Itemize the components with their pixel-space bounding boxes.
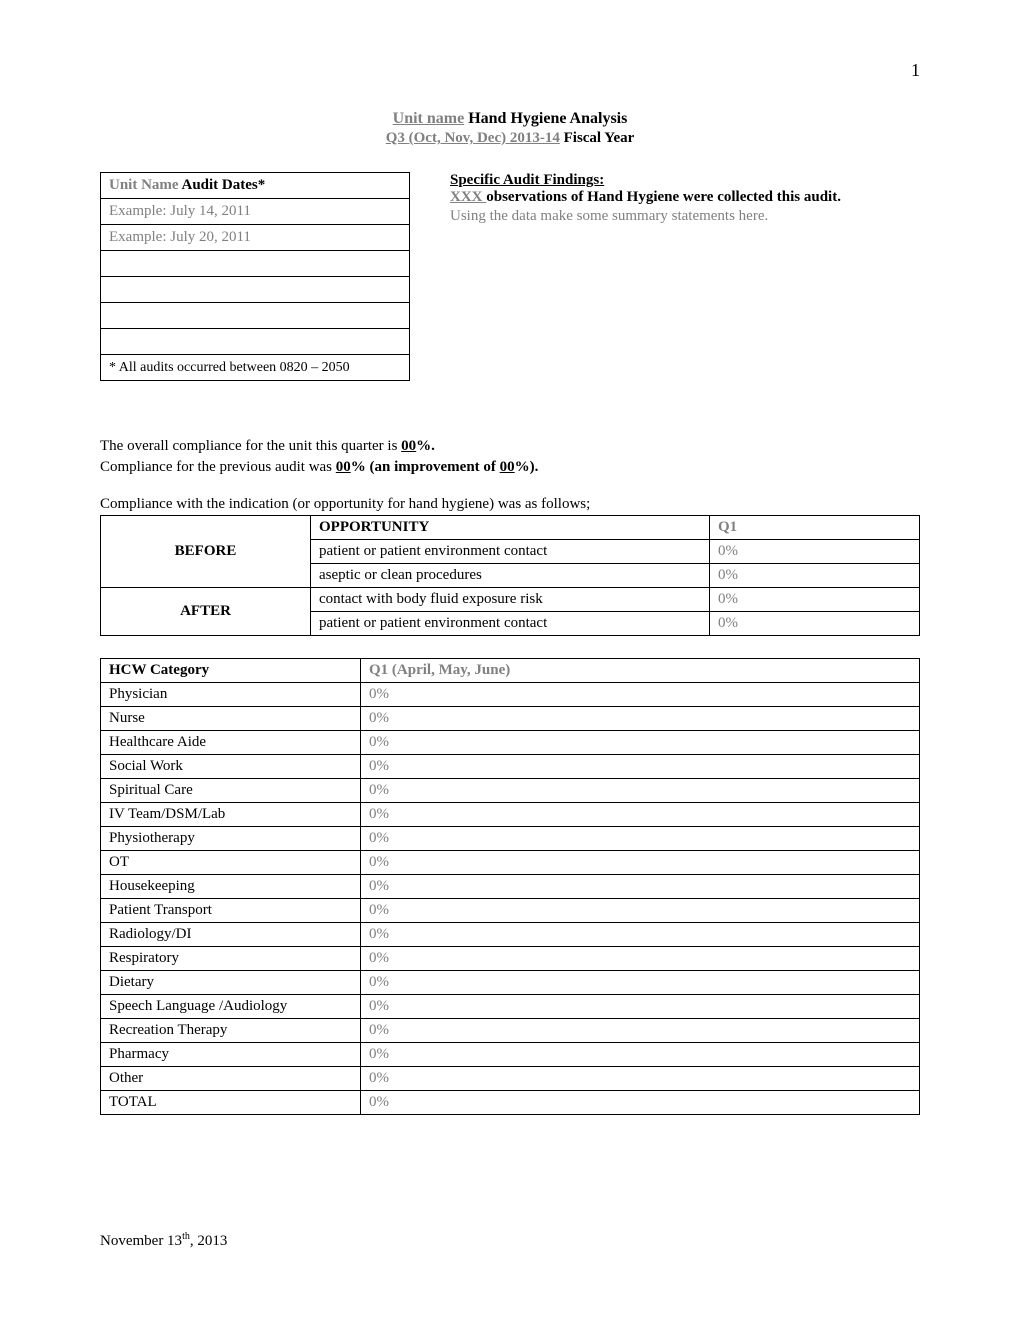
after-label: AFTER <box>101 588 311 636</box>
title-line-1: Unit name Hand Hygiene Analysis <box>100 110 920 128</box>
audit-date-row <box>101 277 410 303</box>
hcw-row-val: 0% <box>361 803 920 827</box>
opp-row-label: aseptic or clean procedures <box>311 564 710 588</box>
compliance-line-2: Compliance for the previous audit was 00… <box>100 457 920 478</box>
hcw-row-cat: IV Team/DSM/Lab <box>101 803 361 827</box>
hcw-row-cat: Pharmacy <box>101 1043 361 1067</box>
hcw-row-val: 0% <box>361 875 920 899</box>
audit-dates-header: Unit Name Audit Dates* <box>101 173 410 199</box>
opp-row-value: 0% <box>710 612 920 636</box>
hcw-row-val: 0% <box>361 731 920 755</box>
period-placeholder: Q3 (Oct, Nov, Dec) 2013-14 <box>386 130 560 146</box>
findings-block: Specific Audit Findings: XXX observation… <box>450 172 920 225</box>
hcw-table: HCW Category Q1 (April, May, June) Physi… <box>100 658 920 1115</box>
hcw-row-val: 0% <box>361 899 920 923</box>
audit-dates-footnote: * All audits occurred between 0820 – 205… <box>101 355 410 381</box>
opp-row-value: 0% <box>710 540 920 564</box>
period-suffix: Fiscal Year <box>560 130 634 146</box>
audit-date-row: Example: July 14, 2011 <box>101 199 410 225</box>
hcw-row-cat: Spiritual Care <box>101 779 361 803</box>
footer-date: November 13th, 2013 <box>100 1231 227 1250</box>
opp-row-value: 0% <box>710 588 920 612</box>
hcw-row-val: 0% <box>361 851 920 875</box>
audit-dates-table: Unit Name Audit Dates* Example: July 14,… <box>100 172 410 381</box>
opp-row-label: contact with body fluid exposure risk <box>311 588 710 612</box>
before-label: BEFORE <box>101 516 311 588</box>
hcw-row-val: 0% <box>361 1067 920 1091</box>
hcw-row-cat: Radiology/DI <box>101 923 361 947</box>
hcw-row-cat: OT <box>101 851 361 875</box>
hcw-row-cat: Other <box>101 1067 361 1091</box>
hcw-row-val: 0% <box>361 707 920 731</box>
hcw-row-cat: Physician <box>101 683 361 707</box>
hcw-row-cat: Patient Transport <box>101 899 361 923</box>
opp-row-value: 0% <box>710 564 920 588</box>
hcw-row-cat: Healthcare Aide <box>101 731 361 755</box>
hcw-row-val: 0% <box>361 1019 920 1043</box>
page-number: 1 <box>911 60 920 81</box>
opp-row-label: patient or patient environment contact <box>311 540 710 564</box>
opp-row-label: patient or patient environment contact <box>311 612 710 636</box>
hcw-row-val: 0% <box>361 1091 920 1115</box>
hcw-row-cat: Nurse <box>101 707 361 731</box>
audit-date-row <box>101 303 410 329</box>
title-block: Unit name Hand Hygiene Analysis Q3 (Oct,… <box>100 110 920 147</box>
findings-heading: Specific Audit Findings: <box>450 172 920 189</box>
hcw-row-val: 0% <box>361 947 920 971</box>
hcw-row-cat: Housekeeping <box>101 875 361 899</box>
hcw-row-cat: Social Work <box>101 755 361 779</box>
page: 1 Unit name Hand Hygiene Analysis Q3 (Oc… <box>0 0 1020 1155</box>
audit-date-row <box>101 251 410 277</box>
hcw-row-val: 0% <box>361 827 920 851</box>
hcw-row-val: 0% <box>361 995 920 1019</box>
hcw-q-header: Q1 (April, May, June) <box>361 659 920 683</box>
title-line-2: Q3 (Oct, Nov, Dec) 2013-14 Fiscal Year <box>100 130 920 147</box>
hcw-row-cat: Speech Language /Audiology <box>101 995 361 1019</box>
hcw-row-cat: Physiotherapy <box>101 827 361 851</box>
hcw-row-val: 0% <box>361 779 920 803</box>
hcw-row-val: 0% <box>361 683 920 707</box>
opportunity-table: BEFORE OPPORTUNITY Q1 patient or patient… <box>100 515 920 636</box>
audit-date-row <box>101 329 410 355</box>
compliance-line-1: The overall compliance for the unit this… <box>100 436 920 457</box>
compliance-block: The overall compliance for the unit this… <box>100 436 920 478</box>
findings-observations: XXX observations of Hand Hygiene were co… <box>450 189 920 206</box>
opportunity-header: OPPORTUNITY <box>311 516 710 540</box>
q-header: Q1 <box>710 516 920 540</box>
unit-name-placeholder: Unit name <box>393 110 465 127</box>
top-row: Unit Name Audit Dates* Example: July 14,… <box>100 172 920 381</box>
title-suffix: Hand Hygiene Analysis <box>464 110 627 127</box>
hcw-row-val: 0% <box>361 971 920 995</box>
compliance-intro: Compliance with the indication (or oppor… <box>100 496 920 513</box>
findings-note: Using the data make some summary stateme… <box>450 208 920 225</box>
hcw-row-cat: Respiratory <box>101 947 361 971</box>
hcw-cat-header: HCW Category <box>101 659 361 683</box>
hcw-row-cat: Recreation Therapy <box>101 1019 361 1043</box>
hcw-row-val: 0% <box>361 923 920 947</box>
hcw-row-val: 0% <box>361 755 920 779</box>
hcw-row-val: 0% <box>361 1043 920 1067</box>
hcw-row-cat: Dietary <box>101 971 361 995</box>
audit-date-row: Example: July 20, 2011 <box>101 225 410 251</box>
hcw-row-cat: TOTAL <box>101 1091 361 1115</box>
